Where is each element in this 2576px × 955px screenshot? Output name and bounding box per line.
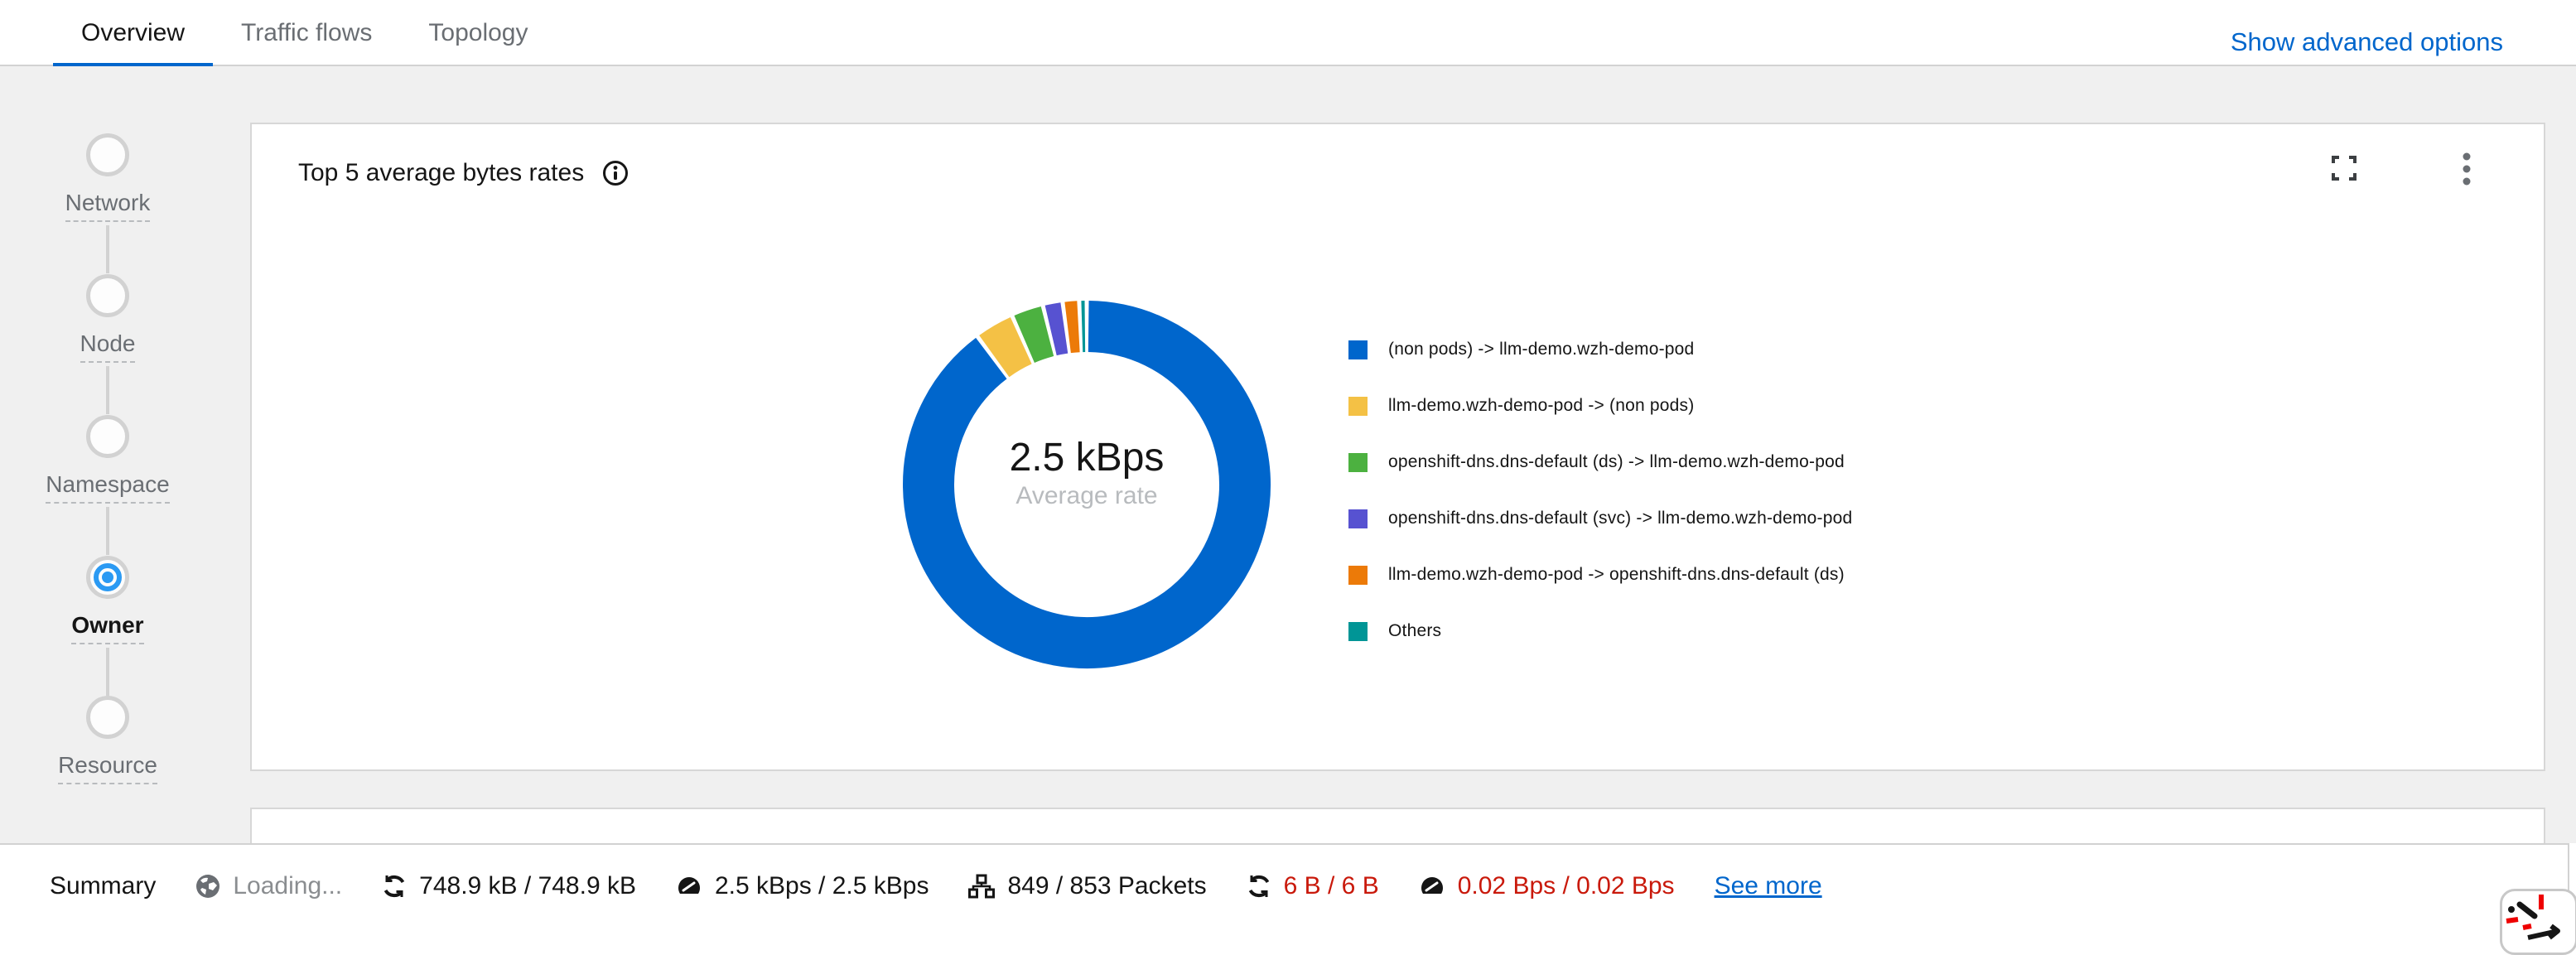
floating-feedback-button[interactable] [2500, 889, 2576, 955]
legend-label: llm-demo.wzh-demo-pod -> (non pods) [1388, 396, 1694, 416]
legend-label: (non pods) -> llm-demo.wzh-demo-pod [1388, 340, 1694, 359]
stepper-label-namespace[interactable]: Namespace [46, 471, 169, 504]
legend-item[interactable]: llm-demo.wzh-demo-pod -> (non pods) [1348, 396, 1852, 416]
legend-swatch [1348, 509, 1368, 528]
tab-traffic-flows[interactable]: Traffic flows [213, 0, 400, 66]
stepper-item-owner: Owner [0, 556, 215, 644]
stepper-connector [106, 366, 109, 414]
expand-icon[interactable] [2332, 156, 2357, 181]
donut-slice[interactable] [1068, 326, 1078, 327]
donut-slice[interactable] [994, 340, 1020, 356]
legend-swatch [1348, 340, 1368, 359]
summary-packets-text: 849 / 853 Packets [1007, 872, 1206, 900]
summary-item-bytes: 748.9 kB / 748.9 kB [382, 872, 636, 900]
stepper-label-network[interactable]: Network [65, 190, 151, 222]
kebab-menu-icon[interactable] [2463, 152, 2471, 186]
stepper-connector [106, 648, 109, 696]
sync-icon [382, 874, 407, 899]
legend-label: Others [1388, 621, 1441, 641]
summary-loading-text: Loading... [233, 872, 342, 900]
globe-icon [195, 874, 220, 899]
legend-item[interactable]: llm-demo.wzh-demo-pod -> openshift-dns.d… [1348, 565, 1852, 585]
legend-item[interactable]: Others [1348, 621, 1852, 641]
main-area: Network Node Namespace Owner Resource To… [0, 66, 2576, 843]
spark-arrow-icon [2503, 891, 2574, 951]
next-panel-partial [250, 808, 2545, 845]
stepper-item-namespace: Namespace [0, 415, 215, 504]
tachometer-icon [1419, 874, 1445, 899]
network-step-radio[interactable] [86, 133, 129, 176]
stepper-connector [106, 507, 109, 555]
tab-overview-label: Overview [81, 19, 185, 47]
stepper-label-owner[interactable]: Owner [71, 612, 143, 644]
summary-item-loading: Loading... [195, 872, 342, 900]
summary-bar: Summary Loading... 748.9 kB / 748.9 kB 2… [0, 843, 2569, 928]
see-more-link[interactable]: See more [1715, 872, 1822, 900]
legend-label: openshift-dns.dns-default (ds) -> llm-de… [1388, 452, 1845, 472]
summary-title: Summary [50, 872, 156, 900]
summary-dropped-bytes-text: 6 B / 6 B [1284, 872, 1379, 900]
tab-overview[interactable]: Overview [53, 0, 213, 66]
summary-item-packets: 849 / 853 Packets [968, 872, 1206, 900]
tab-bar: Overview Traffic flows Topology Show adv… [0, 0, 2576, 66]
summary-dropped-rate-text: 0.02 Bps / 0.02 Bps [1458, 872, 1675, 900]
summary-item-dropped-rate: 0.02 Bps / 0.02 Bps [1419, 872, 1675, 900]
legend-label: openshift-dns.dns-default (svc) -> llm-d… [1388, 509, 1852, 528]
legend-swatch [1348, 566, 1368, 585]
donut-chart: 2.5 kBps Average rate [900, 298, 1273, 671]
legend-swatch [1348, 622, 1368, 641]
info-circle-icon[interactable] [602, 160, 629, 186]
top5-bytes-rates-card: Top 5 average bytes rates 2.5 kBps Avera… [250, 123, 2545, 771]
stepper-label-node[interactable]: Node [80, 330, 136, 363]
donut-slice[interactable] [1051, 328, 1064, 330]
legend-label: llm-demo.wzh-demo-pod -> openshift-dns.d… [1388, 565, 1845, 585]
stepper-item-network: Network [0, 133, 215, 222]
stepper-item-node: Node [0, 274, 215, 363]
namespace-step-radio[interactable] [86, 415, 129, 458]
legend-swatch [1348, 453, 1368, 472]
chart-legend: (non pods) -> llm-demo.wzh-demo-pod llm-… [1348, 340, 1852, 641]
tabs: Overview Traffic flows Topology [53, 0, 557, 66]
owner-step-radio[interactable] [86, 556, 129, 599]
tab-topology[interactable]: Topology [400, 0, 556, 66]
radio-dot [102, 572, 113, 583]
card-title: Top 5 average bytes rates [298, 159, 584, 187]
tab-traffic-flows-label: Traffic flows [241, 19, 372, 47]
sitemap-icon [968, 873, 995, 900]
tachometer-icon [676, 874, 702, 899]
sync-icon [1247, 874, 1271, 899]
stepper-item-resource: Resource [0, 696, 215, 784]
donut-slice[interactable] [929, 326, 1245, 643]
resource-step-radio[interactable] [86, 696, 129, 739]
summary-bytes-text: 748.9 kB / 748.9 kB [419, 872, 636, 900]
summary-bytes-rate-text: 2.5 kBps / 2.5 kBps [715, 872, 929, 900]
stepper-label-resource[interactable]: Resource [58, 752, 157, 784]
show-advanced-options-link[interactable]: Show advanced options [2231, 27, 2503, 57]
legend-item[interactable]: (non pods) -> llm-demo.wzh-demo-pod [1348, 340, 1852, 359]
stepper-connector [106, 225, 109, 273]
radio-ring [94, 563, 122, 591]
scope-stepper: Network Node Namespace Owner Resource [0, 66, 215, 843]
legend-swatch [1348, 397, 1368, 416]
legend-item[interactable]: openshift-dns.dns-default (svc) -> llm-d… [1348, 509, 1852, 528]
legend-item[interactable]: openshift-dns.dns-default (ds) -> llm-de… [1348, 452, 1852, 472]
tab-topology-label: Topology [428, 19, 528, 47]
node-step-radio[interactable] [86, 274, 129, 317]
summary-item-dropped-bytes: 6 B / 6 B [1247, 872, 1379, 900]
summary-item-bytes-rate: 2.5 kBps / 2.5 kBps [676, 872, 929, 900]
donut-slice[interactable] [1025, 331, 1048, 339]
